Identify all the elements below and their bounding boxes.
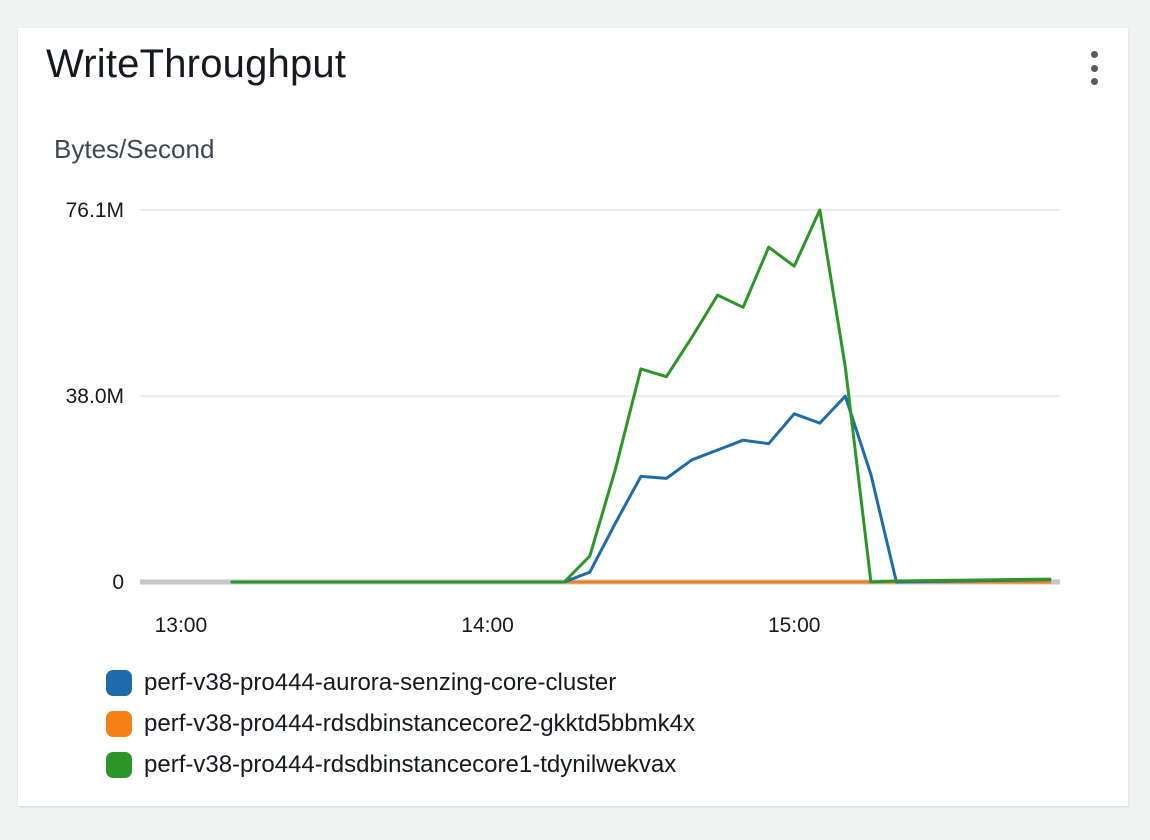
line-chart: 0 38.0M 76.1M 13:00 14:00 15:00 bbox=[66, 199, 1060, 637]
legend-label: perf-v38-pro444-aurora-senzing-core-clus… bbox=[144, 668, 617, 696]
x-tick-label: 13:00 bbox=[155, 614, 208, 637]
menu-dot bbox=[1090, 64, 1098, 72]
legend-swatch bbox=[106, 710, 132, 737]
series-line-3[interactable] bbox=[230, 208, 1052, 584]
vertical-ellipsis-icon[interactable] bbox=[1082, 48, 1106, 88]
legend-label: perf-v38-pro444-rdsdbinstancecore1-tdyni… bbox=[144, 750, 677, 778]
menu-dot bbox=[1090, 51, 1098, 58]
y-axis-unit-label: Bytes/Second bbox=[54, 134, 215, 164]
y-tick-label: 0 bbox=[112, 571, 124, 594]
legend-swatch bbox=[106, 751, 132, 778]
legend-swatch bbox=[106, 669, 132, 696]
legend-label: perf-v38-pro444-rdsdbinstancecore2-gkktd… bbox=[144, 709, 695, 737]
widget-title: WriteThroughput bbox=[46, 42, 347, 86]
x-tick-label: 14:00 bbox=[461, 614, 514, 637]
series-line-1[interactable] bbox=[230, 394, 1052, 584]
legend-item[interactable]: perf-v38-pro444-rdsdbinstancecore1-tdyni… bbox=[106, 744, 695, 785]
widget-panel: WriteThroughput Bytes/Second 0 38.0M 76.1M… bbox=[18, 28, 1128, 806]
legend: perf-v38-pro444-aurora-senzing-core-clus… bbox=[106, 662, 695, 785]
legend-item[interactable]: perf-v38-pro444-aurora-senzing-core-clus… bbox=[106, 662, 695, 703]
y-tick-label: 76.1M bbox=[66, 199, 124, 222]
x-tick-label: 15:00 bbox=[768, 614, 821, 637]
menu-dot bbox=[1090, 78, 1098, 85]
y-tick-label: 38.0M bbox=[66, 385, 124, 408]
legend-item[interactable]: perf-v38-pro444-rdsdbinstancecore2-gkktd… bbox=[106, 703, 695, 744]
